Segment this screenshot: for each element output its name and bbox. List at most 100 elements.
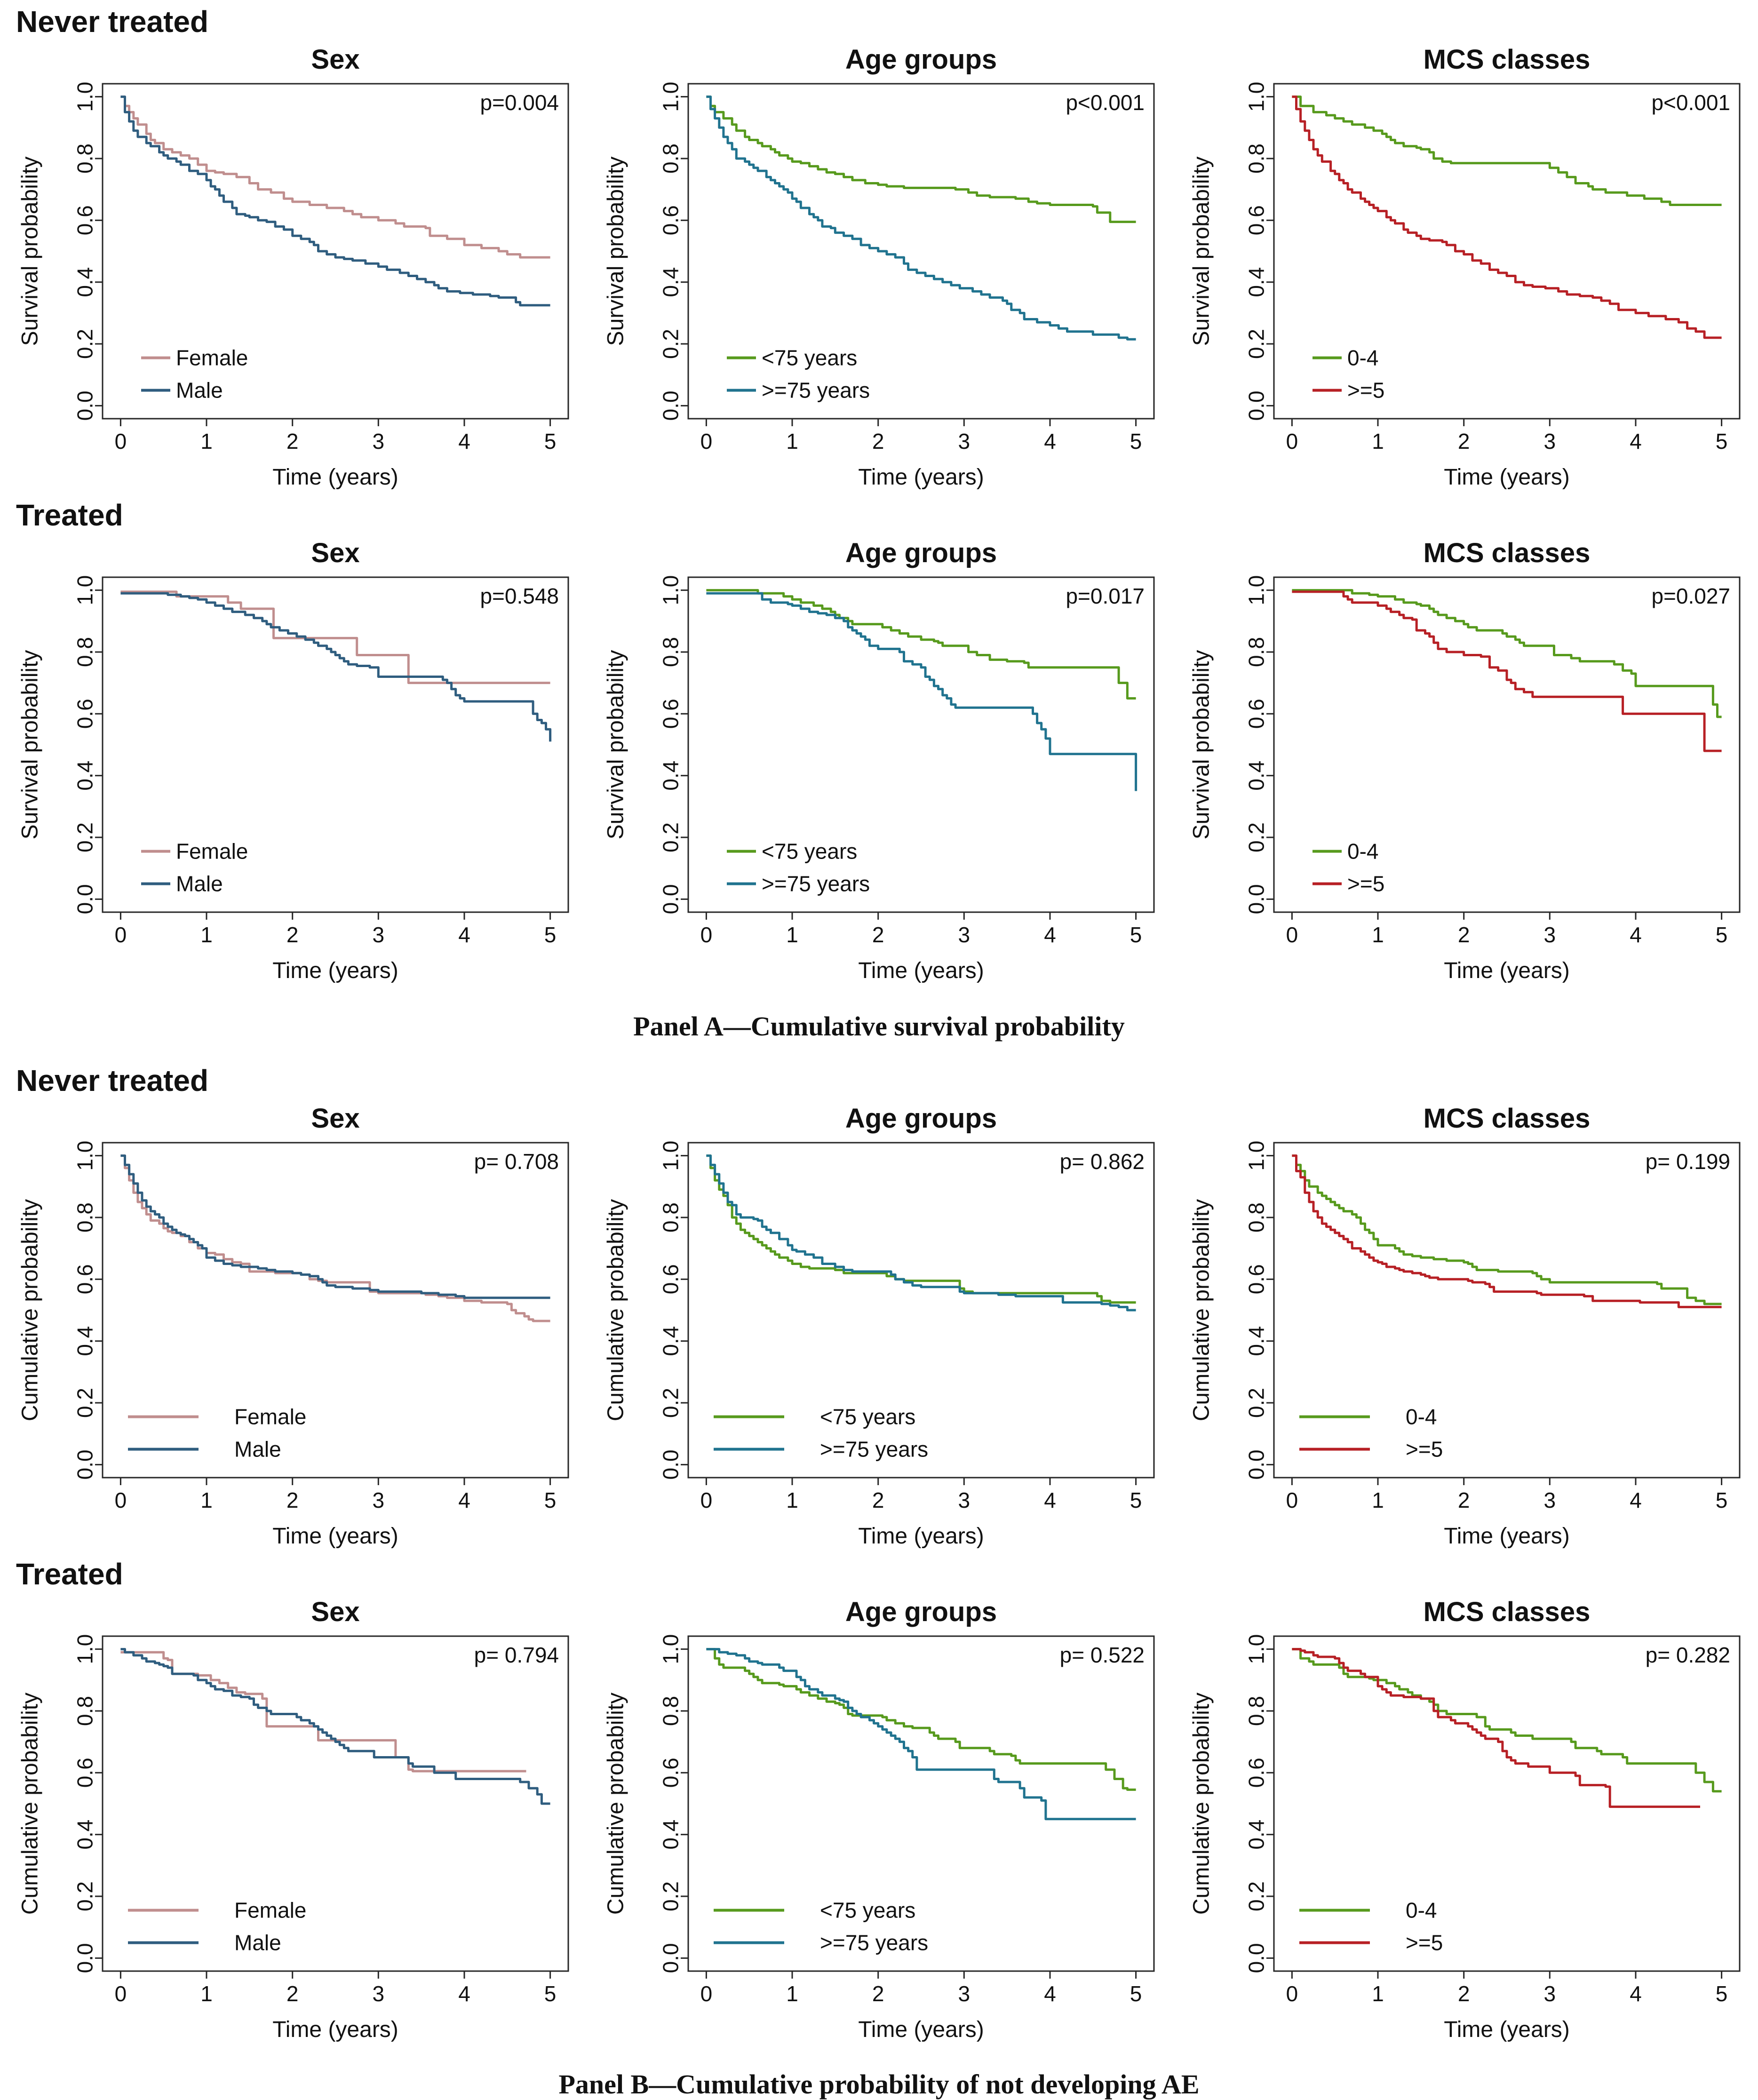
plot-box (1273, 83, 1741, 420)
km-plot-svg-t-age-b: Age groups p= 0.522 0 1 2 3 4 5 0.0 0.2 0.4 0.6 0.8 1… (603, 1597, 1155, 2042)
legend-label: Male (176, 872, 223, 896)
x-tick-label: 1 (1372, 1488, 1384, 1512)
y-tick-label: 0.8 (1244, 637, 1269, 667)
x-tick-label: 2 (286, 1981, 299, 2006)
km-curve--5 (1292, 1648, 1700, 1808)
plot-box (102, 1142, 569, 1479)
x-tick-label: 3 (373, 923, 385, 947)
legend-item--5: >=5 (1299, 1931, 1443, 1955)
x-tick-label: 2 (286, 923, 299, 947)
km-curve-female (120, 590, 550, 684)
legend-label: <75 years (820, 1405, 915, 1429)
p-value-label: p= 0.199 (1646, 1149, 1730, 1174)
km-curve-female (120, 1651, 526, 1773)
x-tick-label: 0 (700, 923, 713, 947)
y-tick-label: 0.4 (659, 761, 683, 791)
km-curve--75-years (706, 95, 1136, 341)
y-tick-label: 0.4 (1244, 267, 1269, 297)
y-tick-label: 0.4 (73, 761, 97, 791)
km-curve-0-4 (1292, 1154, 1722, 1305)
x-tick-label: 4 (1044, 1488, 1056, 1512)
y-tick-label: 1.0 (659, 82, 683, 112)
plot-box (687, 576, 1155, 913)
y-axis-label: Survival probability (603, 157, 628, 346)
km-plot-svg-nt-mcs-b: MCS classes p= 0.199 0 1 2 3 4 5 0.0 0.2 0.4 0.6 0.8… (1189, 1103, 1741, 1549)
km-curve-male (120, 95, 550, 307)
legend-label: >=5 (1347, 872, 1384, 896)
km-plot-svg-t-age-a: Age groups p=0.017 0 1 2 3 4 5 0.0 0.2 0.4 0.6 0.8 1.… (603, 538, 1155, 983)
plot-title: Sex (311, 1597, 359, 1627)
km-plot-nt-sex-a: Sex p=0.004 0 1 2 3 4 5 0.0 0.2 0.4 0.6 0.8 1.0 Surviv… (0, 39, 586, 497)
legend-item-male: Male (128, 1931, 281, 1955)
km-survival-figure: Never treated Sex p=0.004 0 1 2 3 4 5 0.0 0.2 0.4 0… (0, 5, 1758, 2100)
y-tick-label: 0.8 (659, 1202, 683, 1233)
x-tick-label: 4 (1044, 1981, 1056, 2006)
y-tick-label: 0.4 (659, 1820, 683, 1850)
y-tick-label: 0.0 (73, 884, 97, 914)
y-tick-label: 0.6 (659, 205, 683, 235)
plot-row-b1: Sex p= 0.708 0 1 2 3 4 5 0.0 0.2 0.4 0.6 0.8 1.0 Cumul… (0, 1098, 1758, 1556)
x-tick-label: 1 (200, 429, 213, 453)
y-tick-label: 0.2 (659, 822, 683, 852)
x-tick-label: 3 (958, 1981, 970, 2006)
legend-item-female: Female (128, 1898, 306, 1923)
y-tick-label: 1.0 (659, 575, 683, 605)
x-tick-label: 0 (115, 1981, 127, 2006)
x-axis-label: Time (years) (272, 1524, 398, 1549)
p-value-label: p= 0.522 (1060, 1643, 1145, 1667)
x-tick-label: 2 (1458, 429, 1470, 453)
x-tick-label: 1 (1372, 1981, 1384, 2006)
x-tick-label: 4 (1630, 429, 1642, 453)
y-tick-label: 0.6 (73, 1264, 97, 1294)
km-plot-nt-age-a: Age groups p<0.001 0 1 2 3 4 5 0.0 0.2 0.4 0.6 0.8 1.… (586, 39, 1171, 497)
legend-label: <75 years (762, 346, 857, 370)
plot-box (102, 576, 569, 913)
km-plot-t-mcs-b: MCS classes p= 0.282 0 1 2 3 4 5 0.0 0.2 0.4 0.6 0.8… (1171, 1591, 1757, 2050)
plot-title: MCS classes (1424, 1597, 1591, 1627)
x-tick-label: 2 (1458, 1981, 1470, 2006)
km-plot-nt-mcs-a: MCS classes p<0.001 0 1 2 3 4 5 0.0 0.2 0.4 0.6 0.8 1… (1171, 39, 1757, 497)
x-tick-label: 0 (115, 429, 127, 453)
y-tick-label: 0.0 (659, 884, 683, 914)
legend-label: >=75 years (762, 378, 870, 403)
km-plot-nt-sex-b: Sex p= 0.708 0 1 2 3 4 5 0.0 0.2 0.4 0.6 0.8 1.0 Cumul… (0, 1098, 586, 1556)
y-tick-label: 0.0 (659, 390, 683, 421)
y-tick-label: 0.4 (1244, 1326, 1269, 1356)
legend-label: Female (176, 839, 248, 864)
p-value-label: p=0.027 (1651, 584, 1730, 608)
y-tick-label: 0.0 (659, 1943, 683, 1973)
km-plot-svg-nt-age-a: Age groups p<0.001 0 1 2 3 4 5 0.0 0.2 0.4 0.6 0.8 1.… (603, 44, 1155, 490)
km-curve-male (120, 592, 552, 742)
y-tick-label: 0.4 (1244, 1820, 1269, 1850)
y-axis-label: Survival probability (603, 650, 628, 840)
legend-label: >=75 years (762, 872, 870, 896)
p-value-label: p=0.004 (480, 90, 559, 115)
legend-item-female: Female (128, 1405, 306, 1429)
km-curve--75-years (706, 1648, 1136, 1791)
plot-row-a1: Sex p=0.004 0 1 2 3 4 5 0.0 0.2 0.4 0.6 0.8 1.0 Surviv… (0, 39, 1758, 497)
km-plot-t-age-a: Age groups p=0.017 0 1 2 3 4 5 0.0 0.2 0.4 0.6 0.8 1.… (586, 532, 1171, 991)
x-tick-label: 2 (872, 429, 884, 453)
km-plot-svg-t-sex-b: Sex p= 0.794 0 1 2 3 4 5 0.0 0.2 0.4 0.6 0.8 1.0 Cumul… (17, 1597, 569, 2042)
x-tick-label: 3 (1544, 1981, 1556, 2006)
x-tick-label: 1 (200, 1488, 213, 1512)
p-value-label: p= 0.794 (474, 1643, 559, 1667)
y-tick-label: 0.0 (73, 1943, 97, 1973)
y-tick-label: 1.0 (1244, 82, 1269, 112)
p-value-label: p= 0.708 (474, 1149, 559, 1174)
legend-item--75-years: <75 years (714, 1898, 915, 1923)
x-tick-label: 3 (958, 429, 970, 453)
y-tick-label: 0.6 (1244, 1264, 1269, 1294)
legend-item--5: >=5 (1299, 1437, 1443, 1462)
y-tick-label: 0.8 (1244, 1202, 1269, 1233)
legend-item-0-4: 0-4 (1299, 1405, 1437, 1429)
x-tick-label: 3 (958, 1488, 970, 1512)
plot-row-b2: Sex p= 0.794 0 1 2 3 4 5 0.0 0.2 0.4 0.6 0.8 1.0 Cumul… (0, 1591, 1758, 2050)
km-curve-male (120, 1154, 550, 1299)
x-tick-label: 5 (1716, 923, 1728, 947)
plot-title: MCS classes (1424, 1103, 1591, 1134)
section-header-panel-a-treated: Treated (16, 498, 123, 532)
x-tick-label: 5 (1716, 1981, 1728, 2006)
x-axis-label: Time (years) (858, 958, 984, 983)
km-curve--75-years (706, 1154, 1136, 1312)
